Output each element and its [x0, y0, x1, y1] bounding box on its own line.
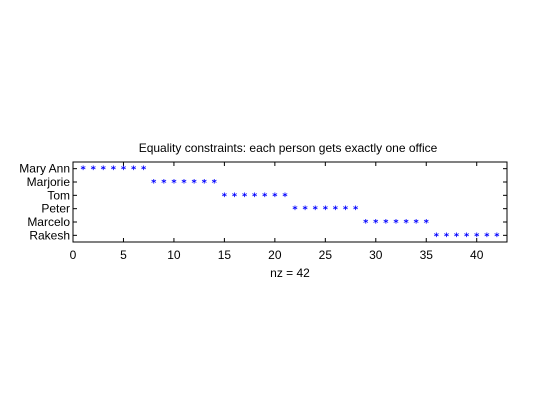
data-point: *: [484, 231, 490, 242]
x-tick-label: 0: [70, 248, 77, 262]
data-point: *: [222, 191, 228, 202]
plot-frame: [72, 161, 508, 243]
x-tick-label: 15: [218, 248, 232, 262]
data-point: *: [424, 218, 430, 229]
data-point: *: [444, 231, 450, 242]
x-tick-label: 25: [319, 248, 333, 262]
data-point: *: [111, 165, 117, 176]
data-point: *: [191, 178, 197, 189]
data-point: *: [161, 178, 167, 189]
data-point: *: [494, 231, 500, 242]
x-tick-label: 30: [369, 248, 383, 262]
y-tick-label: Rakesh: [29, 228, 70, 242]
data-point: *: [252, 191, 258, 202]
data-point: *: [272, 191, 278, 202]
data-point: *: [282, 191, 288, 202]
data-point: *: [262, 191, 268, 202]
data-point: *: [353, 205, 359, 216]
data-point: *: [313, 205, 319, 216]
data-point: *: [101, 165, 107, 176]
data-point: *: [141, 165, 147, 176]
data-point: *: [303, 205, 309, 216]
data-point: *: [434, 231, 440, 242]
data-point: *: [414, 218, 420, 229]
x-tick-label: 10: [167, 248, 181, 262]
data-point: *: [171, 178, 177, 189]
data-point: *: [212, 178, 218, 189]
y-tick-label: Mary Ann: [19, 162, 70, 176]
x-tick-label: 35: [420, 248, 434, 262]
data-point: *: [393, 218, 399, 229]
data-point: *: [80, 165, 86, 176]
data-point: *: [292, 205, 298, 216]
x-tick-label: 5: [120, 248, 127, 262]
data-point: *: [131, 165, 137, 176]
y-tick-label: Marcelo: [27, 215, 70, 229]
data-point: *: [464, 231, 470, 242]
data-point: *: [343, 205, 349, 216]
data-point: *: [151, 178, 157, 189]
x-axis-label: nz = 42: [270, 266, 310, 280]
data-point: *: [333, 205, 339, 216]
data-point: *: [91, 165, 97, 176]
x-tick-labels: 0 5 10 15 20 25 30 35 40: [70, 248, 484, 262]
y-tick-label: Peter: [41, 202, 70, 216]
plot-area: * * * * * * * * * * * * * * * * * * * * * * * * * * * * * * * * * * * * * * * *…: [72, 161, 508, 243]
data-point: *: [474, 231, 480, 242]
chart-title: Equality constraints: each person gets e…: [139, 141, 438, 155]
data-point: *: [373, 218, 379, 229]
data-point: *: [202, 178, 208, 189]
x-tick-label: 20: [268, 248, 282, 262]
data-point: *: [242, 191, 248, 202]
data-point: *: [403, 218, 409, 229]
axis-ticks: [72, 162, 507, 242]
data-point: *: [454, 231, 460, 242]
data-point: *: [181, 178, 187, 189]
x-tick-label: 40: [470, 248, 484, 262]
data-point: *: [232, 191, 238, 202]
data-point: *: [383, 218, 389, 229]
y-tick-label: Marjorie: [27, 175, 71, 189]
data-point: *: [121, 165, 127, 176]
data-point: *: [363, 218, 369, 229]
y-tick-label: Tom: [47, 188, 70, 202]
data-points: * * * * * * * * * * * * * * * * * * * * * * * * * * * * * * * * * * * * * * * *…: [80, 165, 500, 243]
data-point: *: [323, 205, 329, 216]
